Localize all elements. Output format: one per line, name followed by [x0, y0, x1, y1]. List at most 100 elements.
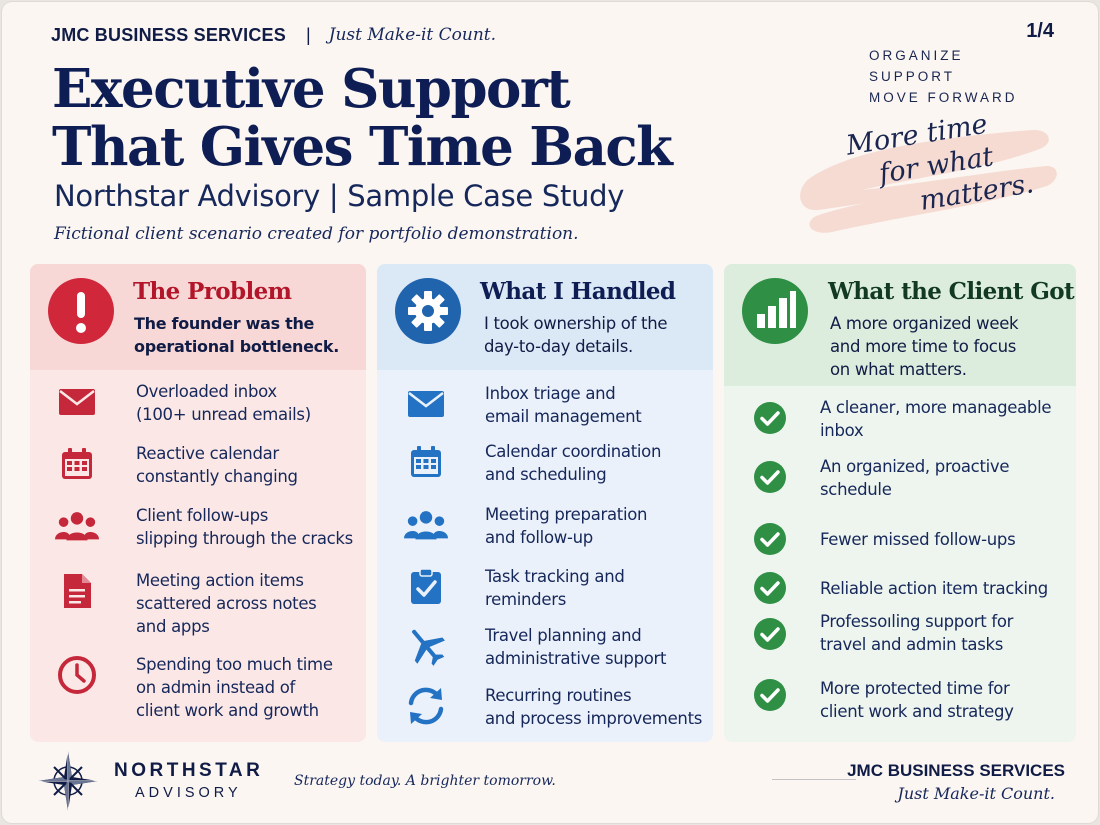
brush-stroke-decoration: [800, 129, 1057, 233]
item-line: Inbox triage and: [485, 384, 616, 403]
compass-star-logo-icon: [38, 751, 98, 811]
item-text: Professoıling support for travel and adm…: [820, 610, 1013, 656]
check-circle-icon: [748, 517, 792, 561]
item-line: and scheduling: [485, 465, 607, 484]
handled-title: What I Handled: [480, 278, 676, 305]
exclamation-icon: [48, 278, 114, 344]
item-line: Reliable action item tracking: [820, 579, 1048, 598]
item-text: Meeting action items scattered across no…: [136, 569, 317, 638]
clock-icon: [55, 653, 99, 697]
item-text: Spending too much time on admin instead …: [136, 653, 333, 722]
checklist-icon: [404, 565, 448, 609]
header-bar: JMC BUSINESS SERVICES | Just Make-it Cou…: [51, 22, 496, 48]
calendar-icon: [404, 440, 448, 484]
item-line: schedule: [820, 480, 892, 499]
item-line: Fewer missed follow-ups: [820, 530, 1016, 549]
title-line: Executive Support: [52, 58, 571, 120]
page-subtitle: Northstar Advisory | Sample Case Study: [54, 179, 625, 213]
subtitle-line: The founder was the: [134, 314, 315, 333]
item-line: client work and strategy: [820, 702, 1014, 721]
item-text: More protected time for client work and …: [820, 677, 1014, 723]
subtitle-line: I took ownership of the: [484, 314, 668, 333]
item-line: More protected time for: [820, 679, 1010, 698]
problem-subtitle: The founder was the operational bottlene…: [134, 312, 339, 358]
check-circle-icon: [748, 566, 792, 610]
handled-card: What I Handled I took ownership of the d…: [377, 264, 713, 742]
envelope-icon: [404, 382, 448, 426]
document-icon: [55, 569, 99, 613]
item-line: and apps: [136, 617, 210, 636]
page-title: Executive Support That Gives Time Back: [52, 58, 673, 178]
motto-line: MOVE FORWARD: [869, 90, 1018, 105]
gear-icon: [395, 278, 461, 344]
problem-card: The Problem The founder was the operatio…: [30, 264, 366, 742]
item-text: Client follow-ups slipping through the c…: [136, 504, 353, 550]
disclaimer: Fictional client scenario created for po…: [54, 224, 579, 244]
item-text: An organized, proactive schedule: [820, 455, 1010, 501]
motto-line: ORGANIZE: [869, 48, 964, 63]
item-line: Professoıling support for: [820, 612, 1014, 631]
item-text: Travel planning and administrative suppo…: [485, 624, 667, 670]
item-line: client work and growth: [136, 701, 319, 720]
header-separator: |: [305, 24, 311, 45]
item-text: Fewer missed follow-ups: [820, 528, 1016, 551]
handled-subtitle: I took ownership of the day-to-day detai…: [484, 312, 668, 358]
subtitle-line: and more time to focus: [830, 337, 1017, 356]
item-line: constantly changing: [136, 467, 298, 486]
result-card: What the Client Got A more organized wee…: [724, 264, 1076, 742]
item-line: reminders: [485, 590, 566, 609]
bar-chart-icon: [742, 278, 808, 344]
item-line: email management: [485, 407, 642, 426]
people-icon: [404, 503, 448, 547]
client-slogan: Strategy today. A brighter tomorrow.: [294, 773, 556, 789]
item-line: administrative support: [485, 649, 667, 668]
item-line: inbox: [820, 421, 864, 440]
result-title: What the Client Got: [828, 278, 1075, 305]
subtitle-line: A more organized week: [830, 314, 1019, 333]
item-line: Overloaded inbox: [136, 382, 277, 401]
item-line: Meeting action items: [136, 571, 304, 590]
item-text: Task tracking and reminders: [485, 565, 625, 611]
item-line: on admin instead of: [136, 678, 296, 697]
item-line: (100+ unread emails): [136, 405, 311, 424]
footer-divider: [772, 779, 856, 780]
title-line: That Gives Time Back: [52, 116, 673, 178]
motto-line: SUPPORT: [869, 69, 956, 84]
item-text: Calendar coordination and scheduling: [485, 440, 661, 486]
item-line: Calendar coordination: [485, 442, 662, 461]
item-text: Meeting preparation and follow-up: [485, 503, 648, 549]
check-circle-icon: [748, 396, 792, 440]
result-subtitle: A more organized week and more time to f…: [830, 312, 1019, 381]
check-circle-icon: [748, 673, 792, 717]
refresh-icon: [404, 684, 448, 728]
item-line: A cleaner, more manageable: [820, 398, 1052, 417]
problem-title: The Problem: [133, 278, 292, 305]
item-line: Client follow-ups: [136, 506, 269, 525]
subtitle-line: day-to-day details.: [484, 337, 633, 356]
client-logo-subtitle: ADVISORY: [135, 785, 242, 801]
item-text: Reliable action item tracking: [820, 577, 1048, 600]
item-line: slipping through the cracks: [136, 529, 353, 548]
check-circle-icon: [748, 612, 792, 656]
item-line: Task tracking and: [485, 567, 625, 586]
brand-tagline: Just Make-it Count.: [328, 25, 497, 45]
item-line: Spending too much time: [136, 655, 333, 674]
subtitle-line: operational bottleneck.: [134, 337, 339, 356]
item-line: Reactive calendar: [136, 444, 279, 463]
item-line: Meeting preparation: [485, 505, 648, 524]
subtitle-line: on what matters.: [830, 360, 967, 379]
footer-tagline: Just Make-it Count.: [897, 784, 1055, 803]
item-line: Travel planning and: [485, 626, 642, 645]
envelope-icon: [55, 380, 99, 424]
item-line: and process improvements: [485, 709, 703, 728]
brand-name: JMC BUSINESS SERVICES: [51, 24, 286, 45]
item-line: travel and admin tasks: [820, 635, 1004, 654]
client-logo-name: NORTHSTAR: [114, 760, 264, 781]
item-text: A cleaner, more manageable inbox: [820, 396, 1052, 442]
calendar-icon: [55, 442, 99, 486]
item-line: Recurring routines: [485, 686, 632, 705]
item-line: An organized, proactive: [820, 457, 1010, 476]
item-text: Recurring routines and process improveme…: [485, 684, 702, 730]
page-number: 1/4: [1026, 20, 1054, 42]
